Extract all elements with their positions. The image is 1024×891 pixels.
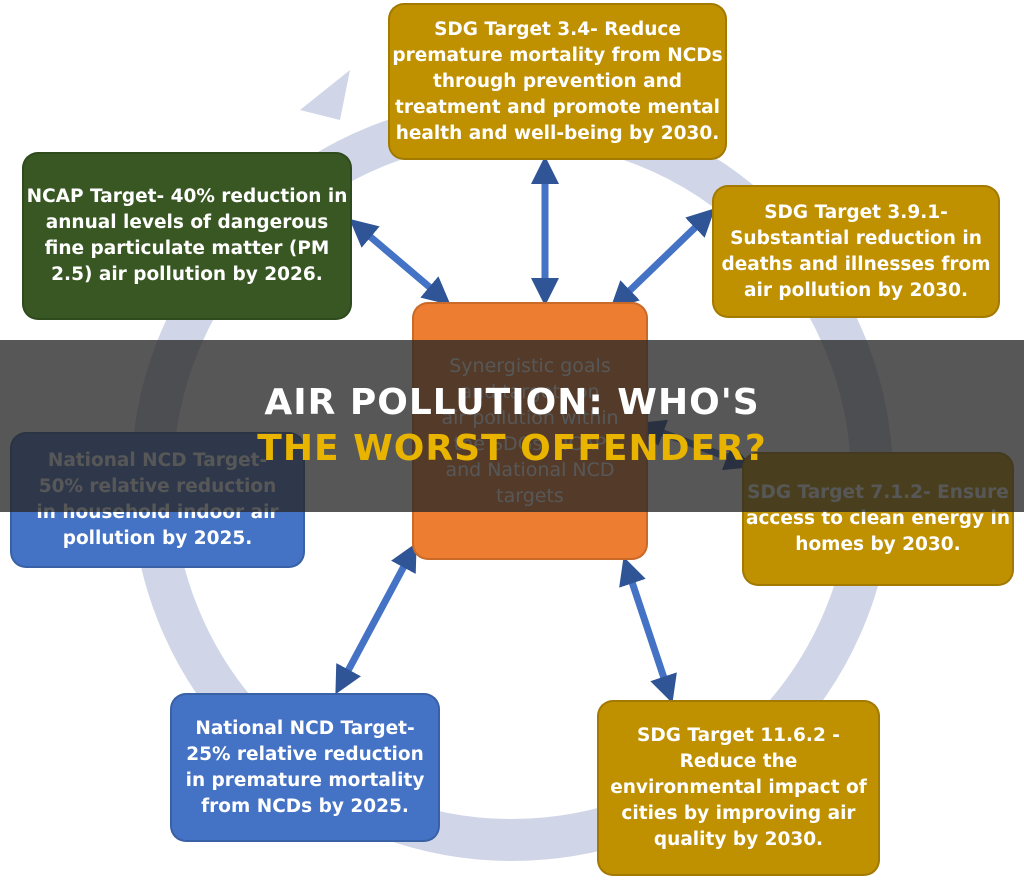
node-text: 25% relative reduction [186,743,424,765]
node: NCAP Target- 40% reduction in annual leve… [22,152,352,320]
node-text: SDG Target 11.6.2 - [637,725,840,746]
node-text: SDG Target 3.9.1- [764,201,948,223]
node-text: quality by 2030. [653,829,824,850]
node-text: pollution by 2025. [62,528,253,549]
node-text: Substantial reduction in [730,227,982,249]
node-text: 2.5) air pollution by 2026. [51,264,323,285]
arrow [619,556,677,704]
node: SDG Target 3.9.1- Substantial reduction i… [712,185,1000,318]
node-text: Reduce the [679,751,798,772]
node: National NCD Target- 25% relative reducti… [170,693,440,842]
node-text: deaths and illnesses from [721,253,991,275]
node-text: SDG Target 3.4- Reduce [434,18,681,40]
title-banner: AIR POLLUTION: WHO'S THE WORST OFFENDER? [0,340,1024,512]
node: SDG Target 3.4- Reduce premature mortalit… [388,3,727,160]
node-text: access to clean energy in [745,508,1010,529]
title-line: AIR POLLUTION: WHO'S [264,382,760,423]
node-text: treatment and promote mental [394,96,720,118]
title-line: THE WORST OFFENDER? [257,428,767,469]
node-text: fine particulate matter (PM [44,238,330,259]
arrow [335,542,417,695]
node-text: from NCDs by 2025. [201,795,409,817]
node-text: NCAP Target- 40% reduction in [26,186,348,207]
node-text: in premature mortality [185,769,425,791]
node: SDG Target 11.6.2 - Reduce the environment… [597,700,880,876]
node-text: cities by improving air [621,803,856,824]
node-text: premature mortality from NCDs [392,44,723,66]
arrow [349,218,451,306]
arrow [609,208,716,310]
node-text: air pollution by 2030. [744,279,968,301]
node-text: health and well-being by 2030. [395,122,720,144]
node-text: National NCD Target- [195,717,415,739]
cycle-arrowhead [300,70,350,120]
node-text: through prevention and [433,70,682,92]
node-text: annual levels of dangerous [45,212,329,233]
node-text: environmental impact of [610,777,867,798]
node-text: homes by 2030. [795,534,961,555]
